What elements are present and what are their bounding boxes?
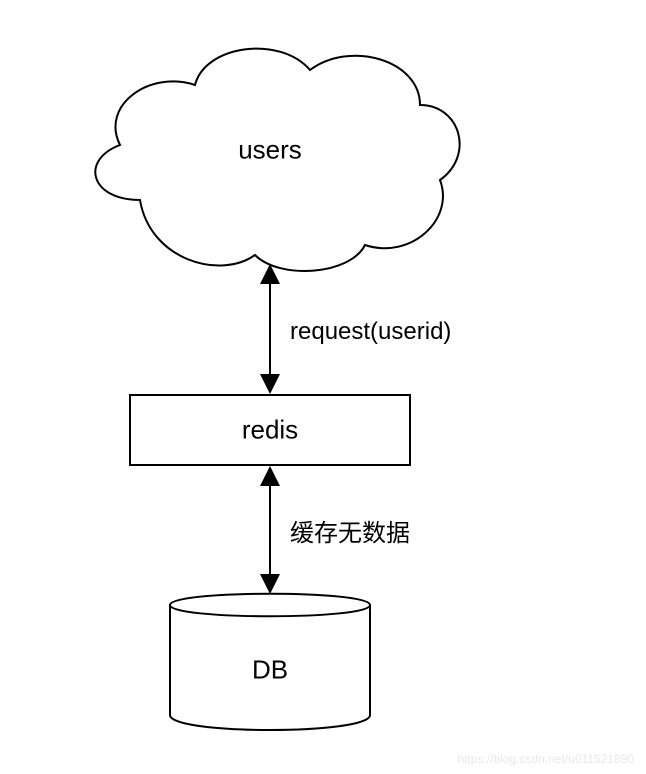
- users-label: users: [238, 135, 302, 166]
- architecture-diagram: users redis DB request(userid) 缓存无数据 htt…: [0, 0, 646, 774]
- db-label: DB: [252, 655, 288, 686]
- edge-label-cache: 缓存无数据: [290, 513, 410, 548]
- edge-label-request: request(userid): [290, 318, 451, 346]
- watermark-text: https://blog.csdn.net/u011521890: [457, 752, 634, 766]
- redis-label: redis: [242, 415, 298, 446]
- diagram-svg: [0, 0, 646, 774]
